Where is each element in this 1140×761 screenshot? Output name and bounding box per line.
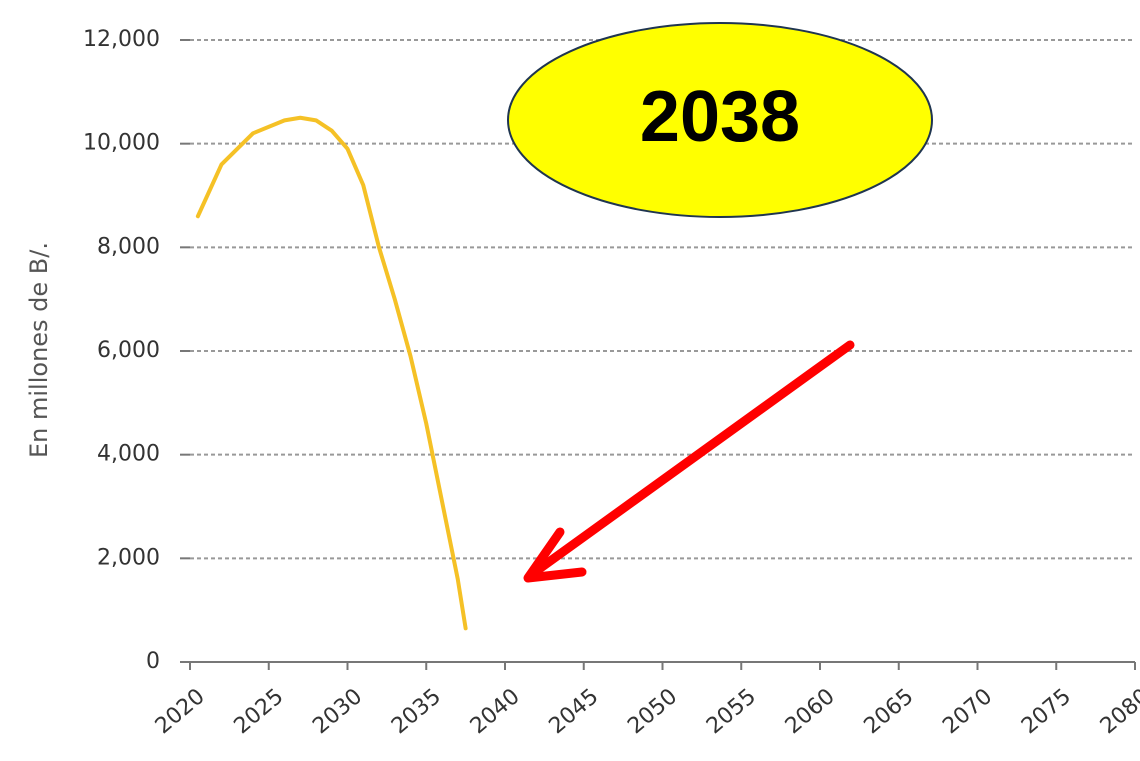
y-tick-label: 8,000 bbox=[97, 234, 160, 259]
annotation-bubble bbox=[507, 22, 933, 218]
x-tick-label: 2050 bbox=[623, 684, 682, 739]
y-tick-label: 12,000 bbox=[83, 27, 160, 52]
y-tick-label: 6,000 bbox=[97, 338, 160, 363]
x-tick-label: 2075 bbox=[1017, 684, 1076, 739]
x-tick-label: 2080 bbox=[1096, 684, 1140, 739]
y-tick-label: 4,000 bbox=[97, 442, 160, 467]
x-tick-label: 2070 bbox=[938, 684, 997, 739]
x-tick-label: 2035 bbox=[387, 684, 446, 739]
x-tick-label: 2060 bbox=[781, 684, 840, 739]
x-tick-label: 2025 bbox=[229, 684, 288, 739]
y-tick-label: 0 bbox=[146, 649, 160, 674]
y-tick-label: 10,000 bbox=[83, 131, 160, 156]
x-tick-label: 2045 bbox=[544, 684, 603, 739]
arrow-shaft bbox=[530, 340, 855, 577]
x-tick-label: 2040 bbox=[466, 684, 525, 739]
y-axis-label: En millones de B/. bbox=[25, 242, 53, 458]
x-tick-label: 2030 bbox=[308, 684, 367, 739]
x-tick-label: 2065 bbox=[859, 684, 918, 739]
arrow-head bbox=[523, 527, 587, 583]
x-tick-label: 2055 bbox=[702, 684, 761, 739]
y-tick-label: 2,000 bbox=[97, 545, 160, 570]
annotation-text: 2038 bbox=[640, 77, 800, 157]
line-series bbox=[195, 115, 468, 631]
x-tick-label: 2020 bbox=[151, 684, 210, 739]
